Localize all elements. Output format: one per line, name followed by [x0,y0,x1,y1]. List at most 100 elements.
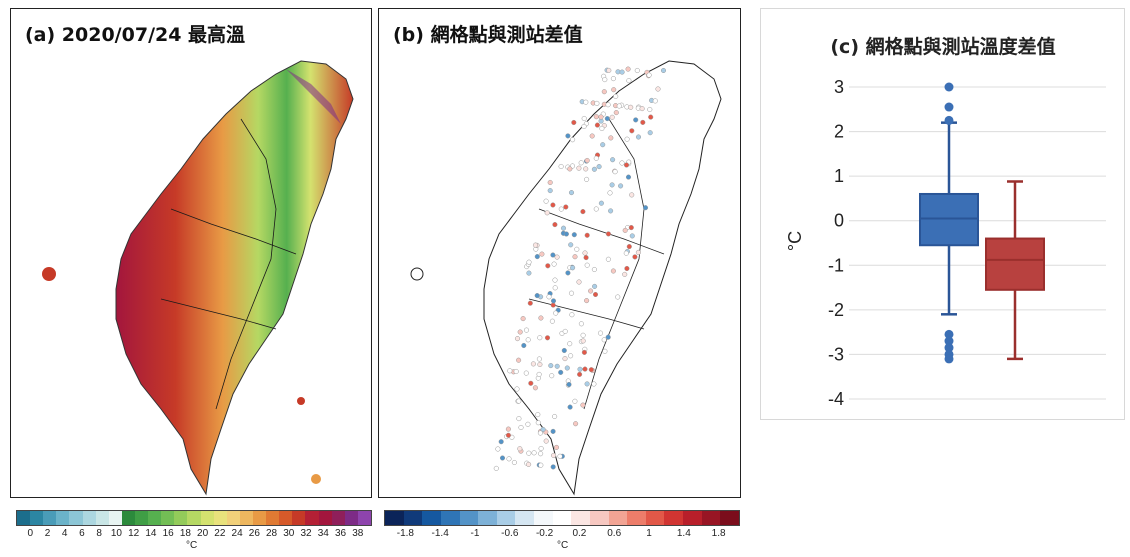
station-marker [612,169,618,175]
box-iqr [985,237,1045,291]
station-marker [567,341,573,347]
station-marker [532,242,539,248]
colorbar-tick-label: -0.2 [535,528,554,539]
station-marker [547,179,553,186]
colorbar-tick-label: 0 [27,528,34,539]
station-marker [571,232,577,238]
station-marker [561,347,567,354]
station-marker [517,446,523,452]
station-marker [521,342,527,349]
station-marker [506,456,512,462]
station-marker [558,206,564,212]
colorbar-swatch [552,511,572,525]
colorbar-swatch [440,511,460,525]
colorbar-b-unit: °C [557,540,569,551]
station-marker [543,198,549,204]
station-marker [635,134,642,140]
colorbar-tick-label: -1.8 [396,528,414,539]
station-marker [548,363,554,369]
station-marker [581,115,587,122]
colorbar-swatch [459,511,479,525]
colorbar-swatch [589,511,609,525]
colorbar-difference [384,510,740,526]
station-marker [640,119,646,125]
station-marker [516,398,522,404]
station-marker [514,386,520,392]
station-marker [568,290,575,296]
station-marker [605,256,611,262]
station-marker [526,461,532,467]
station-marker [549,373,555,379]
colorbar-swatch [95,511,109,525]
station-marker [583,166,589,172]
station-marker [547,188,553,194]
station-marker [611,87,617,93]
station-markers [493,66,667,471]
station-marker [608,135,614,141]
station-marker [602,348,608,354]
station-marker [550,298,557,304]
colorbar-swatch [720,511,739,525]
station-marker [543,438,549,444]
colorbar-swatch [318,511,332,525]
colorbar-tick-label: 20 [197,528,209,539]
colorbar-swatch [701,511,721,525]
station-marker [550,428,556,434]
station-marker [558,163,564,170]
y-tick-label: -4 [828,389,844,409]
station-marker [558,369,564,375]
colorbar-tick-label: 1 [646,528,652,539]
colorbar-swatch [266,511,280,525]
station-marker [581,123,587,130]
station-marker [632,254,638,260]
station-marker [610,268,616,274]
station-marker [660,67,667,74]
station-marker [516,357,522,363]
station-marker [498,439,504,445]
colorbar-tick-label: 10 [110,528,122,539]
station-marker [505,432,511,438]
station-marker [583,255,589,261]
station-marker [591,266,597,273]
taiwan-outline [483,60,722,496]
penghu-islands-outline [410,267,424,281]
y-tick-label: 0 [834,211,844,231]
colorbar-swatch [213,511,227,525]
colorbar-tick-label: 12 [128,528,140,539]
station-marker [584,157,590,164]
colorbar-swatch [571,511,590,525]
station-marker [598,114,604,120]
colorbar-swatch [56,511,70,525]
colorbar-tick-label: 24 [231,528,243,539]
colorbar-swatch [226,511,240,525]
outlier-point [944,343,954,353]
station-marker [560,225,567,231]
colorbar-tick-label: 28 [266,528,278,539]
panel-max-temperature-map: (a) 2020/07/24 最高溫 [10,8,372,498]
station-marker [647,106,653,113]
taiwan-island-shape [115,60,354,496]
station-marker [549,318,555,324]
station-marker [609,114,615,120]
colorbar-tick-label: -1 [470,528,480,539]
station-marker [566,381,572,388]
station-marker [567,166,573,172]
colorbar-swatch [43,511,57,525]
station-marker [516,416,522,422]
station-marker [584,262,590,268]
station-marker [537,335,543,341]
colorbar-tick-label: 34 [317,528,329,539]
station-marker [544,335,551,341]
station-marker [582,366,588,372]
colorbar-swatch [17,511,31,525]
colorbar-swatch [344,511,358,525]
station-marker [568,190,575,196]
station-marker [597,330,604,336]
station-marker [616,103,622,109]
colorbar-swatch [187,511,201,525]
station-marker [557,453,563,459]
colorbar-tick-label: 0.2 [572,528,587,539]
outlier-point [944,82,954,92]
station-marker [517,329,523,335]
colorbar-swatch [30,511,44,525]
